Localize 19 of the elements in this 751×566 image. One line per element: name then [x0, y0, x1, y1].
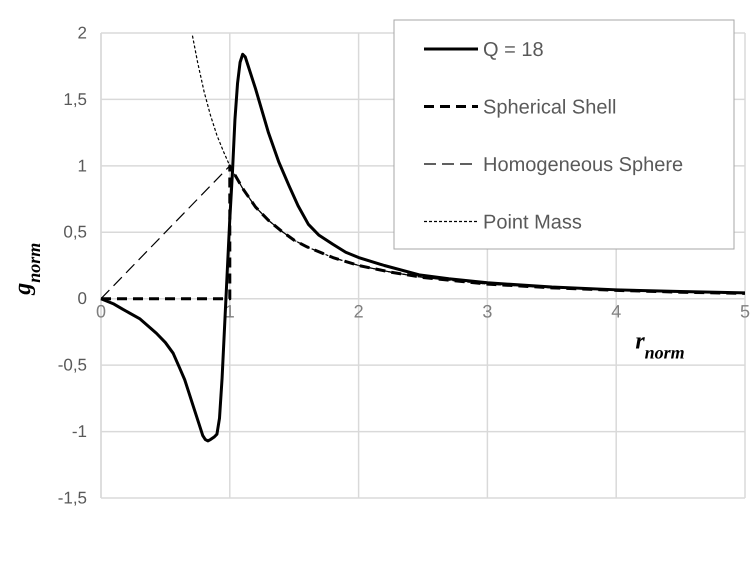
- legend-label: Spherical Shell: [483, 96, 616, 118]
- y-tick-label: -1,5: [58, 488, 87, 508]
- x-tick-label: 5: [740, 301, 750, 322]
- x-tick-label: 2: [354, 301, 364, 322]
- legend-label: Homogeneous Sphere: [483, 154, 684, 176]
- y-tick-label: 0: [78, 289, 87, 308]
- x-tick-label: 0: [96, 301, 106, 322]
- x-tick-label: 4: [611, 301, 622, 322]
- legend-label: Q = 18: [483, 39, 544, 61]
- legend-label: Point Mass: [483, 212, 582, 234]
- y-tick-label: -0,5: [58, 356, 87, 375]
- y-tick-label: 0,5: [63, 222, 87, 242]
- y-tick-label: 2: [78, 23, 87, 42]
- x-tick-label: 3: [482, 301, 492, 322]
- y-tick-label: -1: [72, 422, 87, 442]
- y-tick-label: 1,5: [63, 90, 87, 109]
- x-axis-title: r$_{norm}$: [635, 328, 685, 363]
- y-tick-label: 1: [78, 156, 87, 176]
- x-tick-label: 1: [224, 301, 235, 322]
